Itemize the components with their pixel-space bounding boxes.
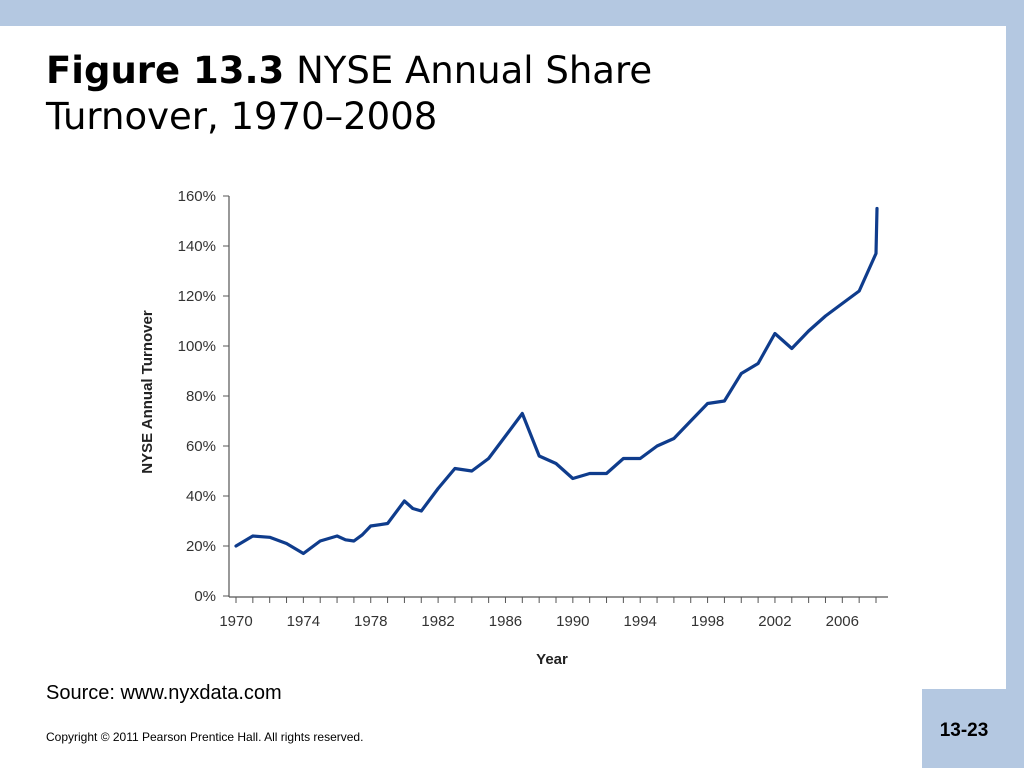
data-point [773, 332, 777, 335]
figure-title: NYSE Annual Share Turnover, 1970–2008 [46, 49, 653, 138]
data-point [672, 437, 676, 440]
page-number: 13-23 [939, 720, 989, 741]
data-point [436, 487, 440, 490]
data-point [504, 434, 507, 438]
y-tick-label: 40% [186, 488, 216, 505]
y-tick-label: 160% [178, 188, 216, 205]
data-point [655, 444, 659, 448]
source-note: Source: www.nyxdata.com [46, 682, 282, 704]
data-point [857, 289, 861, 293]
data-point [386, 522, 389, 525]
x-tick-label: 1970 [219, 613, 252, 630]
x-tick-label: 1998 [691, 613, 724, 630]
data-point [605, 472, 608, 475]
data-point [470, 469, 473, 473]
x-tick-label: 2006 [826, 613, 859, 630]
data-point [521, 412, 524, 415]
copyright-notice: Copyright © 2011 Pearson Prentice Hall. … [46, 730, 364, 744]
x-tick-label: 1974 [287, 613, 320, 630]
x-tick-label: 2002 [758, 613, 791, 630]
data-point [639, 457, 642, 460]
data-point [790, 347, 793, 350]
data-point [706, 402, 709, 405]
data-point [420, 509, 423, 513]
data-point [487, 457, 490, 460]
x-axis-title: Year [536, 651, 568, 668]
turnover-series-line [234, 206, 879, 556]
data-point [453, 467, 457, 470]
page-number-box [922, 689, 1006, 768]
data-point [285, 542, 288, 545]
y-tick-label: 20% [186, 538, 216, 555]
data-point [268, 536, 271, 539]
x-tick-label: 1986 [489, 613, 522, 630]
data-point [403, 499, 406, 503]
data-point [723, 399, 726, 403]
data-point [740, 372, 743, 375]
data-point [756, 362, 760, 365]
y-tick-label: 140% [178, 238, 216, 255]
data-point [689, 419, 692, 423]
data-point [588, 472, 591, 475]
data-point [824, 314, 827, 318]
data-point [234, 544, 238, 548]
x-tick-label: 1982 [421, 613, 454, 630]
data-point [369, 524, 372, 528]
data-point [344, 538, 347, 541]
x-tick-label: 1990 [556, 613, 589, 630]
y-axis-title: NYSE Annual Turnover [139, 310, 156, 474]
right-frame-band [1006, 0, 1024, 768]
figure-label: Figure 13.3 [46, 49, 285, 92]
data-point [352, 539, 356, 543]
data-point [411, 507, 415, 510]
x-tick-label: 1978 [354, 613, 387, 630]
data-point [571, 477, 575, 480]
data-point [319, 539, 322, 543]
y-tick-label: 120% [178, 288, 216, 305]
data-point [554, 462, 558, 465]
top-frame-band [0, 0, 1024, 26]
data-point [622, 457, 625, 460]
tick-labels: 0% 20% 40% 60% 80% 100% 120% 140% 160% 1970 1974 19… [178, 188, 859, 630]
data-point [874, 252, 878, 255]
slide-title: Figure 13.3 NYSE Annual Share Turnover, … [46, 48, 786, 140]
data-point [807, 329, 810, 333]
data-point [537, 454, 541, 458]
y-tick-label: 60% [186, 438, 216, 455]
y-tick-label: 0% [194, 588, 216, 605]
series-layer [234, 206, 879, 556]
data-point [361, 533, 364, 536]
data-point [841, 302, 844, 305]
data-point [251, 534, 255, 538]
axes [223, 195, 888, 603]
data-point [335, 534, 339, 538]
y-tick-label: 80% [186, 388, 216, 405]
y-tick-label: 100% [178, 338, 216, 355]
data-point [302, 552, 305, 555]
x-tick-label: 1994 [624, 613, 657, 630]
